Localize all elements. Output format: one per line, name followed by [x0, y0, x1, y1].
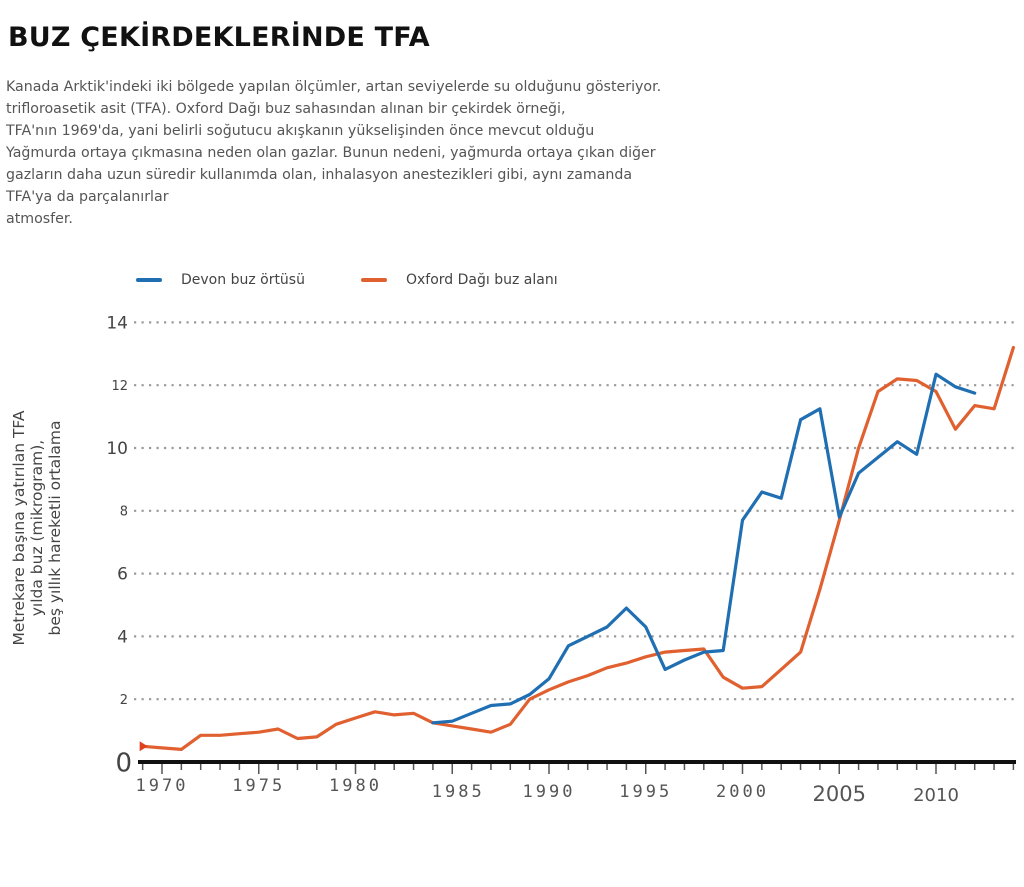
- x-tick-label: 2000: [716, 782, 769, 802]
- chart-title: BUZ ÇEKİRDEKLERİNDE TFA: [8, 22, 430, 53]
- description-line: TFA'ya da parçalanırlar: [6, 189, 169, 205]
- y-tick-label: 8: [120, 504, 128, 519]
- x-tick-label: 1985: [432, 782, 485, 802]
- y-tick-labels: 0 2 4 6 8 10 12 14: [106, 314, 132, 779]
- legend-swatch-devon: [136, 278, 162, 282]
- x-tick-label: 1975: [232, 776, 285, 796]
- x-tick-label: 1995: [619, 782, 672, 802]
- x-tick-label: 1990: [523, 782, 576, 802]
- x-tick-label: 1980: [329, 776, 382, 796]
- description-line: Yağmurda ortaya çıkmasına neden olan gaz…: [6, 145, 656, 161]
- gridlines: [134, 321, 1018, 701]
- y-tick-label: 14: [106, 314, 128, 334]
- legend-item-devon: Devon buz örtüsü: [136, 272, 305, 288]
- legend-label-devon: Devon buz örtüsü: [181, 272, 305, 288]
- series-line-oxford: [141, 345, 1016, 752]
- description-line: TFA'nın 1969'da, yani belirli soğutucu a…: [6, 123, 595, 139]
- series-lines: [139, 345, 1016, 752]
- y-tick-label: 0: [115, 748, 132, 778]
- description-line: Kanada Arktik'indeki iki bölgede yapılan…: [6, 79, 662, 95]
- description-line: gazların daha uzun süredir kullanımda ol…: [6, 167, 633, 183]
- legend-swatch-oxford: [360, 278, 387, 282]
- y-tick-label: 6: [117, 565, 128, 585]
- description-line: atmosfer.: [6, 211, 73, 227]
- x-axis: 1970 1975 1980 1985 1990 1995 2000 2005 2010: [136, 760, 1016, 806]
- x-tick-label: 1970: [136, 776, 189, 796]
- y-tick-label: 12: [111, 379, 128, 394]
- legend-item-oxford: Oxford Dağı buz alanı: [360, 272, 558, 288]
- chart-description: Kanada Arktik'indeki iki bölgede yapılan…: [6, 76, 946, 230]
- oxford-start-marker: [139, 741, 148, 752]
- y-tick-label: 2: [120, 693, 128, 708]
- description-line: trifloroasetik asit (TFA). Oxford Dağı b…: [6, 101, 566, 117]
- x-tick-label: 2010: [913, 785, 959, 806]
- y-tick-label: 10: [106, 439, 128, 459]
- chart-legend: Devon buz örtüsü Oxford Dağı buz alanı: [136, 272, 614, 288]
- y-tick-label: 4: [117, 628, 128, 648]
- legend-label-oxford: Oxford Dağı buz alanı: [405, 272, 558, 288]
- series-line-devon: [431, 372, 977, 725]
- x-tick-label: 2005: [813, 782, 866, 806]
